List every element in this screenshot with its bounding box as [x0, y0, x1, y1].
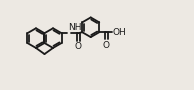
Text: O: O: [75, 42, 82, 51]
Text: NH: NH: [68, 23, 81, 32]
Text: O: O: [102, 41, 109, 50]
Text: OH: OH: [113, 28, 126, 37]
